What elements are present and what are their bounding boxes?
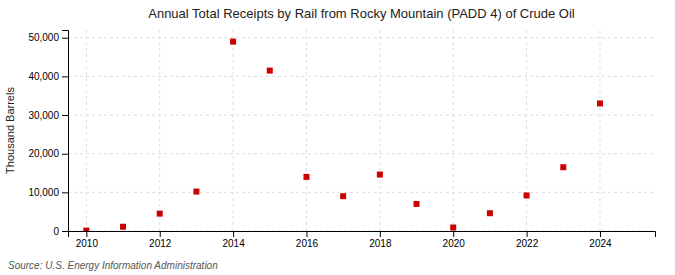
x-grid-line	[306, 30, 307, 231]
y-tick-mark	[62, 115, 68, 116]
x-grid-line	[233, 30, 234, 231]
point	[230, 39, 236, 45]
point	[560, 164, 566, 170]
y-grid-line	[68, 153, 655, 154]
x-tick-mark	[527, 231, 528, 237]
x-tick-label: 2020	[443, 238, 466, 249]
x-tick: 2016	[296, 231, 319, 249]
y-tick-label: 10,000	[28, 187, 59, 198]
x-grid-line	[86, 30, 87, 231]
x-axis: 2010 2012 2014 2016 2018 2020 2022 2024	[69, 231, 656, 249]
point	[597, 100, 603, 106]
title: Annual Total Receipts by Rail from Rocky…	[148, 6, 575, 21]
y-tick-mark	[62, 154, 68, 155]
x-tick-mark	[453, 231, 454, 237]
x-tick: 2018	[369, 231, 392, 249]
y-grid-line	[68, 192, 655, 193]
point	[120, 224, 126, 230]
point	[524, 192, 530, 198]
y-tick: 30,000	[28, 110, 68, 121]
source: Source: U.S. Energy Information Administ…	[8, 260, 218, 271]
point	[487, 210, 493, 216]
plot-area: 2010 2012 2014 2016 2018 2020 2022 2024 0 10,000 2…	[28, 30, 655, 249]
x-tick-label: 2018	[369, 238, 392, 249]
x-grid-line	[453, 30, 454, 231]
x-axis-line	[69, 232, 656, 238]
x-tick-mark	[380, 231, 381, 237]
x-tick-mark	[86, 231, 87, 237]
grid	[68, 30, 655, 231]
x-tick-label: 2022	[516, 238, 539, 249]
y-tick-label: 0	[53, 226, 59, 237]
y-axis-title: Thousand Barrels	[4, 87, 16, 174]
point	[83, 228, 89, 231]
x-grid-line	[379, 30, 380, 231]
y-grid-line	[68, 76, 655, 77]
y-tick-mark	[62, 76, 68, 77]
x-tick-mark	[600, 231, 601, 237]
point	[157, 211, 163, 217]
point	[414, 201, 420, 207]
points	[83, 39, 603, 231]
chart: 2010 2012 2014 2016 2018 2020 2022 2024 0 10,000 2…	[0, 0, 675, 275]
y-tick: 40,000	[28, 71, 68, 82]
x-tick-label: 2010	[76, 238, 99, 249]
x-tick-mark	[306, 231, 307, 237]
point	[267, 68, 273, 74]
x-grid-line	[526, 30, 527, 231]
x-tick-label: 2016	[296, 238, 319, 249]
x-tick: 2012	[149, 231, 172, 249]
y-tick-mark	[62, 231, 68, 232]
y-tick: 0	[53, 226, 68, 237]
point	[193, 189, 199, 195]
point	[303, 174, 309, 180]
y-tick-mark	[62, 192, 68, 193]
x-tick: 2024	[589, 231, 612, 249]
x-tick: 2014	[222, 231, 245, 249]
y-tick-label: 20,000	[28, 148, 59, 159]
y-tick-label: 30,000	[28, 110, 59, 121]
y-tick: 50,000	[28, 32, 68, 43]
y-tick: 10,000	[28, 187, 68, 198]
x-tick-label: 2014	[222, 238, 245, 249]
x-tick-mark	[160, 231, 161, 237]
y-grid-line	[68, 115, 655, 116]
y-tick-mark	[62, 38, 68, 39]
x-tick-label: 2012	[149, 238, 172, 249]
point	[450, 225, 456, 231]
point	[340, 193, 346, 199]
y-grid-line	[68, 37, 655, 38]
x-grid-line	[599, 30, 600, 231]
x-grid-line	[159, 30, 160, 231]
x-tick: 2010	[76, 231, 99, 249]
point	[377, 172, 383, 178]
y-tick: 20,000	[28, 148, 68, 159]
x-tick: 2022	[516, 231, 539, 249]
x-tick-label: 2024	[589, 238, 612, 249]
x-tick: 2020	[443, 231, 466, 249]
y-axis-line	[62, 31, 69, 232]
y-tick-label: 50,000	[28, 32, 59, 43]
x-tick-mark	[233, 231, 234, 237]
y-axis: 0 10,000 20,000 30,000 40,000 50,000	[28, 31, 68, 237]
y-tick-label: 40,000	[28, 71, 59, 82]
